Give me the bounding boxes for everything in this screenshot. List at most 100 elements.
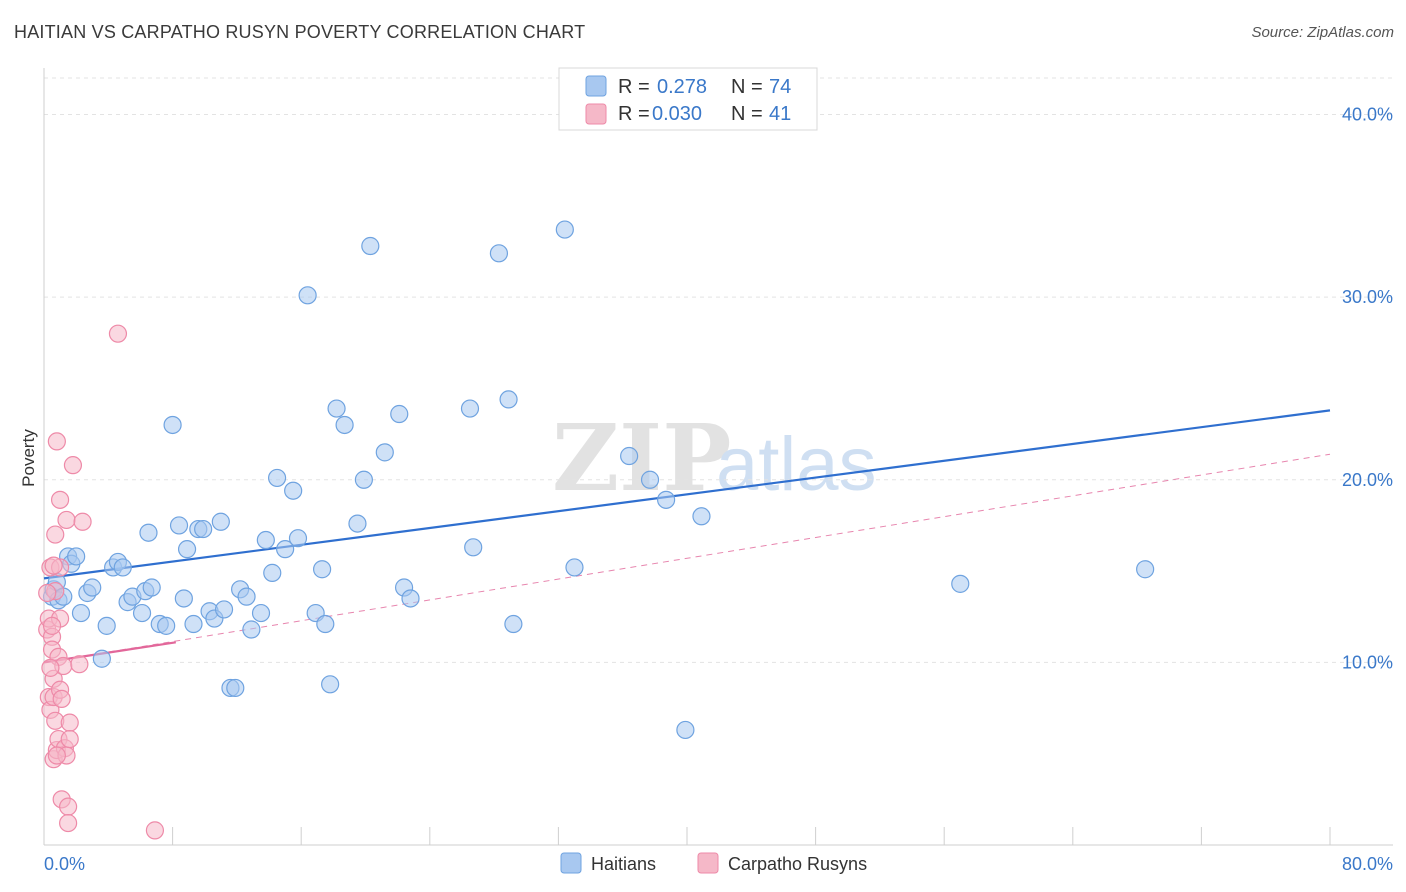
point-0-20 <box>139 523 158 542</box>
point-1-34 <box>108 324 128 343</box>
point-0-64 <box>499 390 518 409</box>
point-1-36 <box>38 583 57 603</box>
legend-swatch-carpatho-rusyns <box>585 103 607 125</box>
data-points <box>38 220 1155 840</box>
point-0-18 <box>132 603 152 623</box>
point-0-62 <box>464 538 483 557</box>
point-1-37 <box>41 658 60 677</box>
legend-swatch-haitians <box>585 75 607 97</box>
legend-r-value-haitians: 0.278 <box>657 76 707 98</box>
point-0-42 <box>263 563 282 582</box>
point-0-68 <box>620 446 639 466</box>
point-0-50 <box>316 614 335 634</box>
bottom-legend-label-carpatho-rusyns: Carpatho Rusyns <box>728 854 867 874</box>
point-0-44 <box>276 540 295 559</box>
watermark: ZIP atlas <box>552 404 877 512</box>
point-0-70 <box>657 490 676 509</box>
point-0-40 <box>251 603 271 623</box>
point-0-21 <box>142 578 161 597</box>
point-0-24 <box>163 415 182 435</box>
point-0-11 <box>92 649 111 668</box>
point-0-72 <box>692 507 711 526</box>
point-1-25 <box>57 510 76 530</box>
y-tick-labels: 10.0% 20.0% 30.0% 40.0% <box>1342 105 1393 673</box>
point-1-32 <box>70 655 89 674</box>
point-0-67 <box>565 558 584 577</box>
point-1-13 <box>47 432 66 451</box>
point-1-10 <box>46 525 65 544</box>
point-1-40 <box>47 746 66 765</box>
point-1-33 <box>73 512 92 531</box>
point-0-61 <box>460 399 480 418</box>
watermark-zip: ZIP <box>552 404 731 512</box>
legend-n-label-carpatho-rusyns: N = <box>731 103 763 125</box>
x-tick-labels: 0.0% 80.0% <box>44 854 1393 874</box>
point-0-74 <box>1136 560 1155 579</box>
gridlines <box>44 77 1393 663</box>
x-tick-label-min: 0.0% <box>44 854 85 874</box>
point-0-7 <box>67 547 86 566</box>
point-0-60 <box>401 589 420 608</box>
point-1-28 <box>59 813 78 833</box>
point-0-36 <box>226 678 245 698</box>
point-0-57 <box>375 443 394 462</box>
point-0-23 <box>157 616 176 635</box>
point-0-28 <box>184 614 203 634</box>
point-0-73 <box>951 574 970 593</box>
legend-r-value-carpatho-rusyns: 0.030 <box>652 103 702 125</box>
point-0-12 <box>97 616 116 635</box>
point-1-27 <box>59 797 78 816</box>
chart-title: HAITIAN VS CARPATHO RUSYN POVERTY CORREL… <box>14 22 586 42</box>
point-0-65 <box>504 614 523 634</box>
x-tick-label-max: 80.0% <box>1342 854 1393 874</box>
legend-r-label-haitians: R = <box>618 76 650 98</box>
point-0-66 <box>555 220 574 239</box>
point-0-55 <box>354 470 373 489</box>
point-0-51 <box>321 675 340 694</box>
y-tick-label-2: 30.0% <box>1342 287 1393 307</box>
chart-source: Source: ZipAtlas.com <box>1251 24 1394 41</box>
point-0-71 <box>676 720 695 740</box>
bottom-legend-label-haitians: Haitians <box>591 854 656 874</box>
legend-n-value-haitians: 74 <box>769 76 791 98</box>
point-1-18 <box>50 490 70 509</box>
point-0-41 <box>256 530 275 550</box>
point-0-58 <box>390 404 409 424</box>
bottom-legend: Haitians Carpatho Rusyns <box>560 852 867 874</box>
point-1-35 <box>145 821 165 840</box>
point-0-43 <box>267 468 287 488</box>
point-0-26 <box>174 589 193 608</box>
trend-line-extended-1 <box>43 453 1331 663</box>
y-tick-label-3: 40.0% <box>1342 105 1393 125</box>
point-0-33 <box>211 512 230 531</box>
point-0-47 <box>298 286 317 305</box>
point-1-31 <box>63 456 83 475</box>
y-axis-label: Poverty <box>19 429 38 487</box>
point-0-45 <box>284 481 303 500</box>
point-1-22 <box>52 689 71 709</box>
point-0-49 <box>312 560 332 579</box>
legend-n-label-haitians: N = <box>731 76 763 98</box>
point-0-69 <box>640 470 660 489</box>
point-1-29 <box>60 713 79 732</box>
point-0-8 <box>71 603 91 623</box>
point-1-39 <box>44 556 63 575</box>
trend-line-0 <box>43 409 1331 580</box>
y-tick-label-1: 20.0% <box>1342 470 1393 490</box>
point-0-52 <box>327 399 346 418</box>
legend-n-value-carpatho-rusyns: 41 <box>769 103 791 125</box>
bottom-legend-swatch-carpatho-rusyns <box>697 852 719 874</box>
point-0-25 <box>169 516 189 535</box>
point-0-10 <box>83 578 102 597</box>
point-0-34 <box>214 600 234 619</box>
watermark-atlas: atlas <box>716 422 877 507</box>
point-0-27 <box>177 540 197 559</box>
point-0-38 <box>237 587 256 606</box>
point-1-30 <box>60 729 79 749</box>
bottom-legend-swatch-haitians <box>560 852 582 874</box>
point-0-53 <box>335 415 354 435</box>
point-0-46 <box>288 529 308 548</box>
point-0-30 <box>194 519 213 539</box>
point-0-54 <box>348 514 367 533</box>
